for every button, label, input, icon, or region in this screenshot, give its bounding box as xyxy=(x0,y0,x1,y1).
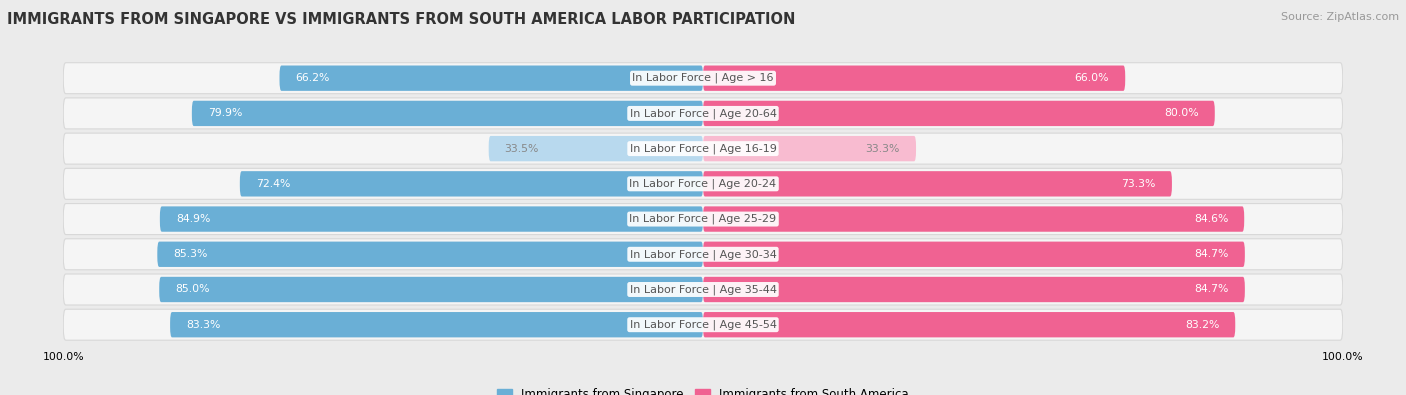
FancyBboxPatch shape xyxy=(159,277,703,302)
FancyBboxPatch shape xyxy=(63,133,1343,164)
FancyBboxPatch shape xyxy=(191,101,703,126)
Text: 72.4%: 72.4% xyxy=(256,179,290,189)
Text: In Labor Force | Age 30-34: In Labor Force | Age 30-34 xyxy=(630,249,776,260)
Text: In Labor Force | Age 45-54: In Labor Force | Age 45-54 xyxy=(630,320,776,330)
FancyBboxPatch shape xyxy=(489,136,703,161)
FancyBboxPatch shape xyxy=(703,136,917,161)
FancyBboxPatch shape xyxy=(63,168,1343,199)
FancyBboxPatch shape xyxy=(63,98,1343,129)
Text: 84.6%: 84.6% xyxy=(1194,214,1229,224)
Text: In Labor Force | Age 20-24: In Labor Force | Age 20-24 xyxy=(630,179,776,189)
Text: 33.5%: 33.5% xyxy=(505,144,538,154)
Text: Source: ZipAtlas.com: Source: ZipAtlas.com xyxy=(1281,12,1399,22)
FancyBboxPatch shape xyxy=(703,206,1244,232)
FancyBboxPatch shape xyxy=(170,312,703,337)
Text: 80.0%: 80.0% xyxy=(1164,108,1199,118)
Text: 84.9%: 84.9% xyxy=(176,214,211,224)
Text: 79.9%: 79.9% xyxy=(208,108,242,118)
Text: 84.7%: 84.7% xyxy=(1195,284,1229,295)
Text: 84.7%: 84.7% xyxy=(1195,249,1229,259)
Text: 73.3%: 73.3% xyxy=(1122,179,1156,189)
FancyBboxPatch shape xyxy=(63,239,1343,270)
FancyBboxPatch shape xyxy=(63,274,1343,305)
Text: In Labor Force | Age 25-29: In Labor Force | Age 25-29 xyxy=(630,214,776,224)
Legend: Immigrants from Singapore, Immigrants from South America: Immigrants from Singapore, Immigrants fr… xyxy=(492,384,914,395)
Text: In Labor Force | Age > 16: In Labor Force | Age > 16 xyxy=(633,73,773,83)
Text: 33.3%: 33.3% xyxy=(866,144,900,154)
FancyBboxPatch shape xyxy=(63,309,1343,340)
FancyBboxPatch shape xyxy=(160,206,703,232)
Text: 83.3%: 83.3% xyxy=(186,320,221,330)
Text: In Labor Force | Age 16-19: In Labor Force | Age 16-19 xyxy=(630,143,776,154)
FancyBboxPatch shape xyxy=(63,203,1343,235)
FancyBboxPatch shape xyxy=(63,63,1343,94)
FancyBboxPatch shape xyxy=(703,242,1244,267)
FancyBboxPatch shape xyxy=(703,171,1173,197)
Text: IMMIGRANTS FROM SINGAPORE VS IMMIGRANTS FROM SOUTH AMERICA LABOR PARTICIPATION: IMMIGRANTS FROM SINGAPORE VS IMMIGRANTS … xyxy=(7,12,796,27)
FancyBboxPatch shape xyxy=(703,101,1215,126)
Text: In Labor Force | Age 35-44: In Labor Force | Age 35-44 xyxy=(630,284,776,295)
FancyBboxPatch shape xyxy=(240,171,703,197)
FancyBboxPatch shape xyxy=(157,242,703,267)
FancyBboxPatch shape xyxy=(280,66,703,91)
Text: In Labor Force | Age 20-64: In Labor Force | Age 20-64 xyxy=(630,108,776,118)
Text: 66.0%: 66.0% xyxy=(1074,73,1109,83)
FancyBboxPatch shape xyxy=(703,312,1236,337)
FancyBboxPatch shape xyxy=(703,277,1244,302)
Text: 85.0%: 85.0% xyxy=(176,284,209,295)
Text: 85.3%: 85.3% xyxy=(173,249,208,259)
Text: 83.2%: 83.2% xyxy=(1185,320,1219,330)
Text: 66.2%: 66.2% xyxy=(295,73,330,83)
FancyBboxPatch shape xyxy=(703,66,1125,91)
